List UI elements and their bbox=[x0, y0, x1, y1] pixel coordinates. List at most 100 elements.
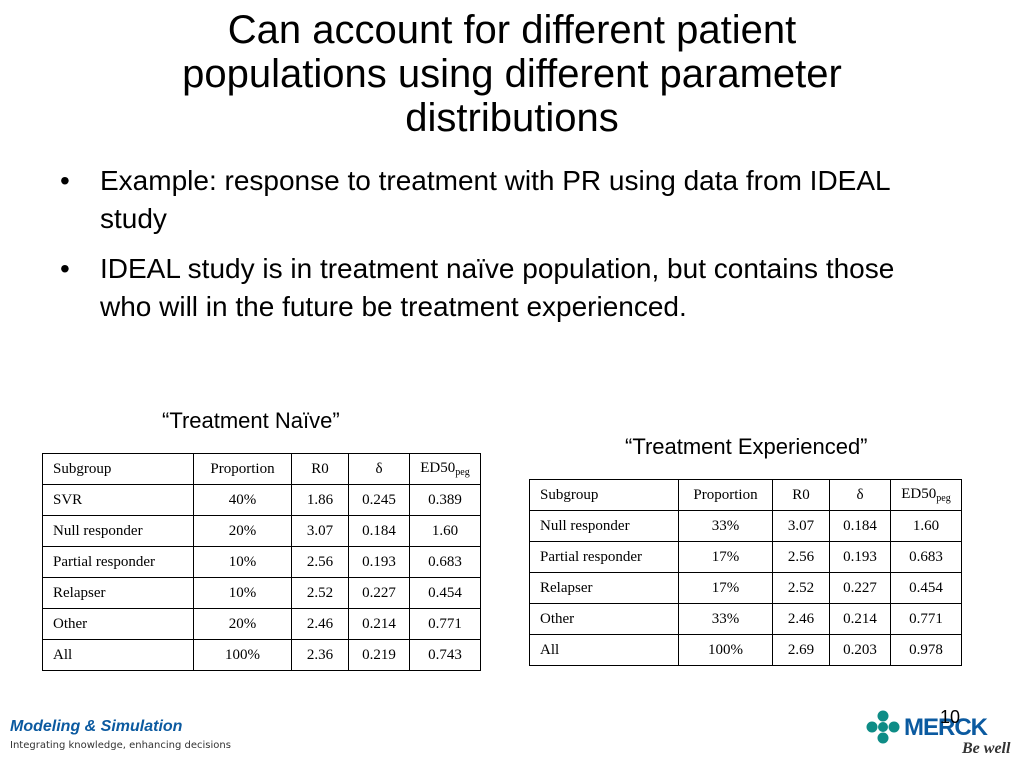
table-header-row: Subgroup Proportion R0 δ ED50peg bbox=[529, 479, 962, 511]
table-cell: 0.245 bbox=[348, 484, 410, 516]
bullet-icon: • bbox=[60, 165, 70, 196]
treatment-naive-table: Subgroup Proportion R0 δ ED50peg SVR 40%… bbox=[42, 453, 481, 671]
table-cell: 100% bbox=[678, 634, 773, 666]
header-text: ED50 bbox=[420, 460, 456, 476]
treatment-experienced-table: Subgroup Proportion R0 δ ED50peg Null re… bbox=[529, 479, 962, 666]
table-cell: 2.69 bbox=[772, 634, 830, 666]
merck-logo-icon bbox=[866, 710, 900, 744]
brand-name: Modeling & Simulation bbox=[10, 718, 183, 735]
table-cell: Other bbox=[529, 603, 679, 635]
table-cell: 10% bbox=[193, 546, 292, 578]
table-cell: 0.214 bbox=[348, 608, 410, 640]
table-cell: Partial responder bbox=[42, 546, 194, 578]
table-cell: 33% bbox=[678, 603, 773, 635]
table-row: All 100% 2.36 0.219 0.743 bbox=[42, 639, 481, 671]
table-cell: 0.771 bbox=[409, 608, 481, 640]
table-cell: 1.60 bbox=[409, 515, 481, 547]
table-row: Null responder 33% 3.07 0.184 1.60 bbox=[529, 510, 962, 542]
table-cell: 0.771 bbox=[890, 603, 962, 635]
table-cell: All bbox=[42, 639, 194, 671]
table-cell: 0.227 bbox=[829, 572, 891, 604]
table-cell: 1.60 bbox=[890, 510, 962, 542]
table-cell: 0.193 bbox=[829, 541, 891, 573]
bullet-list: • Example: response to treatment with PR… bbox=[58, 162, 918, 338]
header-text: ED50 bbox=[901, 486, 937, 502]
title-line: Can account for different patient bbox=[227, 8, 797, 52]
table-cell: 2.56 bbox=[772, 541, 830, 573]
table-cell: 0.978 bbox=[890, 634, 962, 666]
table-cell: SVR bbox=[42, 484, 194, 516]
table-cell: 0.214 bbox=[829, 603, 891, 635]
header-cell: R0 bbox=[291, 453, 349, 485]
table-row: Partial responder 10% 2.56 0.193 0.683 bbox=[42, 546, 481, 578]
table-row: All 100% 2.69 0.203 0.978 bbox=[529, 634, 962, 666]
table-cell: Relapser bbox=[529, 572, 679, 604]
table-cell: 2.46 bbox=[291, 608, 349, 640]
header-cell: δ bbox=[348, 453, 410, 485]
table-cell: 2.52 bbox=[291, 577, 349, 609]
table-cell: 2.46 bbox=[772, 603, 830, 635]
header-cell: ED50peg bbox=[890, 479, 962, 511]
page-number: 10 bbox=[940, 707, 961, 727]
table-cell: 3.07 bbox=[772, 510, 830, 542]
footer-brand: Modeling & Simulation Integrating knowle… bbox=[10, 717, 231, 753]
table-cell: 20% bbox=[193, 515, 292, 547]
table-cell: 2.52 bbox=[772, 572, 830, 604]
table-cell: 3.07 bbox=[291, 515, 349, 547]
table-cell: 0.389 bbox=[409, 484, 481, 516]
table-row: Relapser 10% 2.52 0.227 0.454 bbox=[42, 577, 481, 609]
header-cell: ED50peg bbox=[409, 453, 481, 485]
table-cell: Null responder bbox=[42, 515, 194, 547]
header-cell: Proportion bbox=[193, 453, 292, 485]
title-line: populations using different parameter bbox=[182, 52, 842, 96]
bullet-item: • Example: response to treatment with PR… bbox=[58, 162, 918, 238]
table-cell: 10% bbox=[193, 577, 292, 609]
table-cell: 0.193 bbox=[348, 546, 410, 578]
merck-logo: MERCK Be well bbox=[866, 708, 1016, 764]
bullet-icon: • bbox=[60, 253, 70, 284]
header-subscript: peg bbox=[455, 467, 470, 478]
table-cell: 40% bbox=[193, 484, 292, 516]
table-row: Other 20% 2.46 0.214 0.771 bbox=[42, 608, 481, 640]
table-caption-experienced: “Treatment Experienced” bbox=[625, 434, 868, 459]
header-cell: Subgroup bbox=[529, 479, 679, 511]
logo-slogan: Be well bbox=[962, 740, 1011, 757]
table-cell: 33% bbox=[678, 510, 773, 542]
table-row: Other 33% 2.46 0.214 0.771 bbox=[529, 603, 962, 635]
table-cell: 0.743 bbox=[409, 639, 481, 671]
slide-title: Can account for different patient popula… bbox=[60, 8, 964, 140]
table-header-row: Subgroup Proportion R0 δ ED50peg bbox=[42, 453, 481, 485]
bullet-item: • IDEAL study is in treatment naïve popu… bbox=[58, 250, 918, 326]
brand-tagline: Integrating knowledge, enhancing decisio… bbox=[10, 740, 231, 751]
table-cell: 0.219 bbox=[348, 639, 410, 671]
table-cell: Null responder bbox=[529, 510, 679, 542]
table-cell: Relapser bbox=[42, 577, 194, 609]
table-cell: 20% bbox=[193, 608, 292, 640]
table-cell: 2.56 bbox=[291, 546, 349, 578]
table-cell: 2.36 bbox=[291, 639, 349, 671]
logo-wordmark: MERCK bbox=[904, 714, 988, 741]
table-cell: Other bbox=[42, 608, 194, 640]
table-cell: 0.454 bbox=[409, 577, 481, 609]
title-line: distributions bbox=[405, 96, 619, 140]
table-cell: Partial responder bbox=[529, 541, 679, 573]
table-row: Null responder 20% 3.07 0.184 1.60 bbox=[42, 515, 481, 547]
header-cell: R0 bbox=[772, 479, 830, 511]
table-cell: 0.184 bbox=[348, 515, 410, 547]
table-cell: 17% bbox=[678, 572, 773, 604]
table-cell: 0.184 bbox=[829, 510, 891, 542]
table-cell: 0.683 bbox=[890, 541, 962, 573]
header-cell: Proportion bbox=[678, 479, 773, 511]
header-subscript: peg bbox=[936, 493, 951, 504]
table-cell: 17% bbox=[678, 541, 773, 573]
table-caption-naive: “Treatment Naïve” bbox=[162, 408, 340, 433]
bullet-text: Example: response to treatment with PR u… bbox=[100, 165, 890, 234]
table-cell: 100% bbox=[193, 639, 292, 671]
table-cell: 0.203 bbox=[829, 634, 891, 666]
table-cell: All bbox=[529, 634, 679, 666]
table-cell: 0.454 bbox=[890, 572, 962, 604]
table-cell: 0.227 bbox=[348, 577, 410, 609]
table-cell: 0.683 bbox=[409, 546, 481, 578]
table-row: SVR 40% 1.86 0.245 0.389 bbox=[42, 484, 481, 516]
table-row: Partial responder 17% 2.56 0.193 0.683 bbox=[529, 541, 962, 573]
